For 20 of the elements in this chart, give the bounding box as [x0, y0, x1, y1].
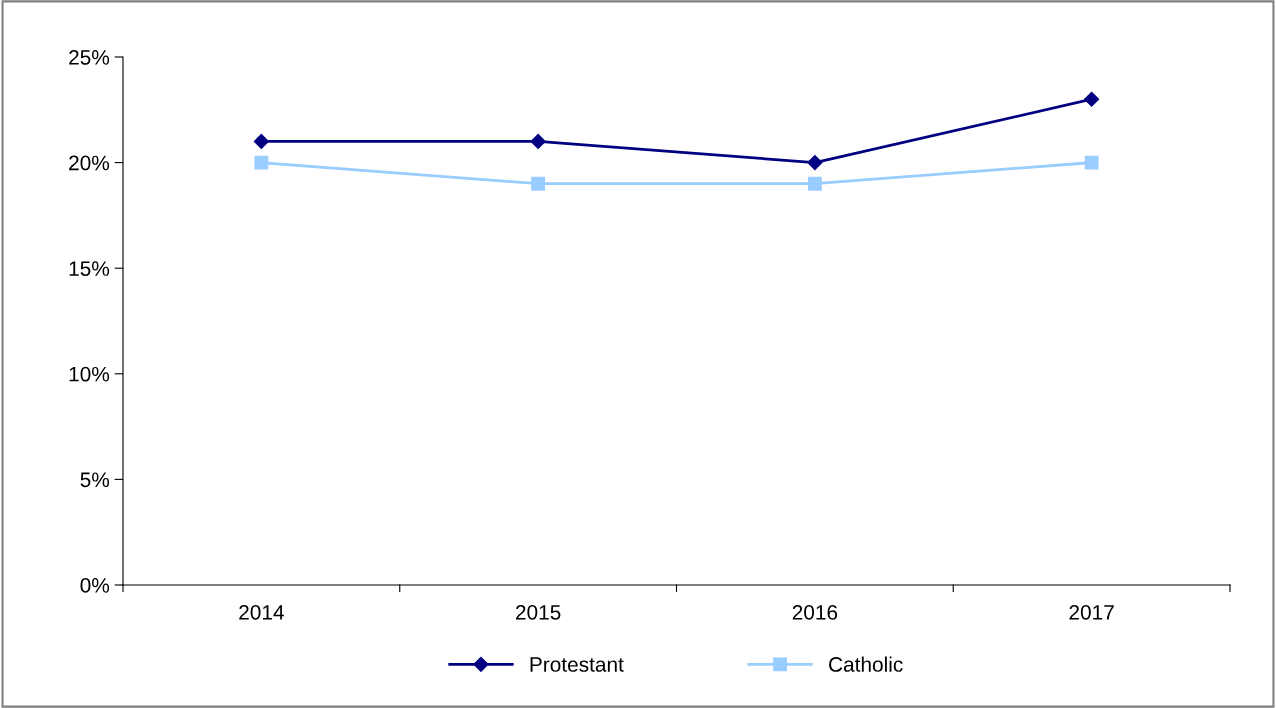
- y-tick-label: 10%: [69, 366, 110, 382]
- point: [807, 155, 823, 171]
- legend-label: Catholic: [829, 656, 903, 672]
- point: [1084, 91, 1100, 107]
- point: [254, 155, 269, 170]
- x-tick-label: 2015: [516, 604, 561, 620]
- point: [531, 176, 546, 191]
- legend-label: Protestant: [530, 657, 624, 672]
- point: [807, 176, 822, 191]
- y-tick-label: 15%: [69, 261, 110, 276]
- x-tick-label: 2017: [1069, 604, 1114, 620]
- point: [253, 133, 269, 150]
- x-tick-label: 2016: [792, 604, 838, 620]
- y-tick-label: 20%: [69, 155, 110, 171]
- point: [1084, 155, 1099, 170]
- y-tick-label: 5%: [80, 472, 110, 488]
- y-tick-label: 25%: [69, 50, 110, 65]
- x-tick-label: 2014: [239, 604, 284, 620]
- y-tick-label: 0%: [80, 578, 110, 593]
- point: [530, 133, 546, 150]
